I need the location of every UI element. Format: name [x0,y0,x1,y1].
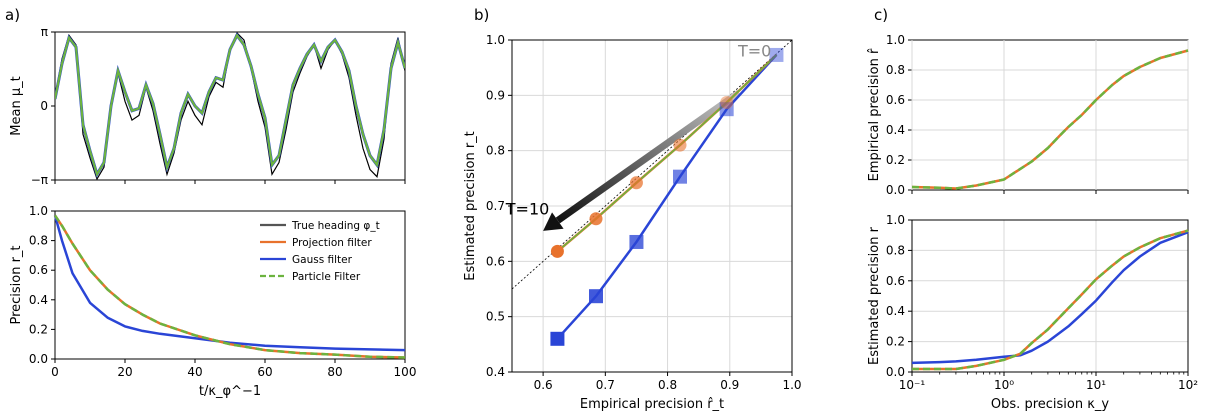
series-line-particle-filter [53,214,406,359]
legend-entry: Projection filter [292,237,372,249]
y-tick-label: 1.0 [486,33,505,47]
gauss-marker [589,289,603,304]
x-axis-label: t/κ_φ^−1 [199,384,261,399]
plot-frame [911,219,1189,373]
y-tick-label: 0.4 [29,293,48,307]
series-line-projection-filter [911,49,1189,190]
x-tick-label: 0.7 [596,378,615,392]
x-tick-label: 40 [187,365,202,379]
time-arrow-shaft [555,89,742,224]
y-tick-label: 0.8 [486,144,505,158]
x-tick-label: 0 [51,365,59,379]
x-tick-label: 0.9 [720,378,739,392]
plot-frame [54,210,406,360]
gauss-marker [629,234,644,249]
y-tick-label: 0 [40,99,48,113]
annotation-label: T=10 [505,199,550,218]
y-tick-label: −π [31,173,48,187]
axes-2: 0.4 0.5 0.6 0.7 0.8 0.9 1.0 0.6 0.7 0.8 0.9 1.0 Esti… [463,33,802,412]
y-tick-label: 1.0 [886,213,905,227]
y-tick-label: 0.0 [886,183,905,197]
y-tick-label: 0.2 [886,335,905,349]
x-tick-label: 100 [394,365,417,379]
x-tick-label: 60 [257,365,272,379]
y-axis-label: Estimated precision r [867,226,882,365]
series-line-gauss-filter [53,215,406,352]
y-tick-label: 0.7 [486,199,505,213]
legend-entry: Particle Filter [292,271,361,283]
y-tick-label: 0.4 [886,123,905,137]
x-tick-label: 80 [327,365,342,379]
y-tick-label: 0.6 [29,263,48,277]
x-tick-label: 0.8 [658,378,677,392]
y-tick-label: 0.4 [886,304,905,318]
panel-label: a) [5,6,20,24]
plot-frame [911,39,1189,191]
y-tick-label: 0.8 [886,243,905,257]
y-tick-label: 0.5 [486,310,505,324]
gauss-marker [550,331,565,346]
x-axis-label: Empirical precision r̂_t [580,397,724,412]
y-axis-label: Mean μ_t [9,76,24,135]
y-tick-label: 0.0 [886,365,905,379]
series-line-particle-filter [911,49,1189,190]
gauss-marker [673,169,687,184]
y-tick-label: 0.6 [486,254,505,268]
axes-4: 0.0 0.2 0.4 0.6 0.8 1.0 10⁻¹ 10⁰ 10¹ 10² Estimated… [867,213,1198,412]
annotation-label: T=0 [737,42,771,61]
y-axis-label: Precision r_t [9,245,24,324]
series-line-projection-filter [912,229,1189,371]
legend-entry: True heading φ_t [291,220,380,232]
x-tick-label: 10⁻¹ [899,378,926,392]
projection-marker [629,176,643,190]
y-tick-label: 0.6 [886,93,905,107]
y-tick-label: 1.0 [29,204,48,218]
axes-3: 0.0 0.2 0.4 0.6 0.8 1.0 Empirical precision r̂ [867,33,1189,197]
series-line-a-top [55,32,405,179]
projection-marker [550,244,564,258]
gauss-marker [719,102,734,117]
projection-marker [589,212,603,226]
series-line-a-top [55,33,405,178]
y-tick-label: 1.0 [886,33,905,47]
y-axis-label: Empirical precision r̂ [867,48,882,181]
x-tick-label: 1.0 [782,378,801,392]
x-tick-label: 20 [117,365,132,379]
y-tick-label: 0.8 [29,234,48,248]
x-tick-label: 10¹ [1086,378,1106,392]
legend: True heading φ_t Projection filter Gauss f… [260,220,380,283]
projection-marker [673,138,687,152]
series-line-particle-filter [556,54,777,253]
y-tick-label: 0.0 [29,352,48,366]
x-tick-label: 0.6 [534,378,553,392]
panel-label: b) [474,6,489,24]
x-axis-label: Obs. precision κ_y [991,397,1109,412]
legend-entry: Gauss filter [292,254,353,266]
series-line-gauss-filter [556,54,778,340]
series-line-gauss-filter [911,231,1189,365]
series-line-identity [511,39,793,290]
x-tick-label: 10⁰ [994,378,1014,392]
y-tick-label: 0.2 [29,322,48,336]
y-tick-label: 0.2 [886,153,905,167]
time-arrow-head [543,212,564,231]
gauss-marker [769,47,784,62]
axes-0: −π 0 π Mean μ_t [9,25,406,187]
projection-marker [720,96,734,110]
y-tick-label: π [41,25,48,39]
y-tick-label: 0.4 [486,365,505,379]
axes-1: 0.0 0.2 0.4 0.6 0.8 1.0 0 20 40 60 80 100 Precision … [9,204,416,399]
series-line-projection-filter [556,53,778,253]
y-tick-label: 0.6 [886,274,905,288]
y-tick-label: 0.9 [486,88,505,102]
x-tick-label: 10² [1178,378,1198,392]
panel-label: c) [874,6,888,24]
y-tick-label: 0.8 [886,63,905,77]
y-axis-label: Estimated precision r_t [463,131,478,281]
